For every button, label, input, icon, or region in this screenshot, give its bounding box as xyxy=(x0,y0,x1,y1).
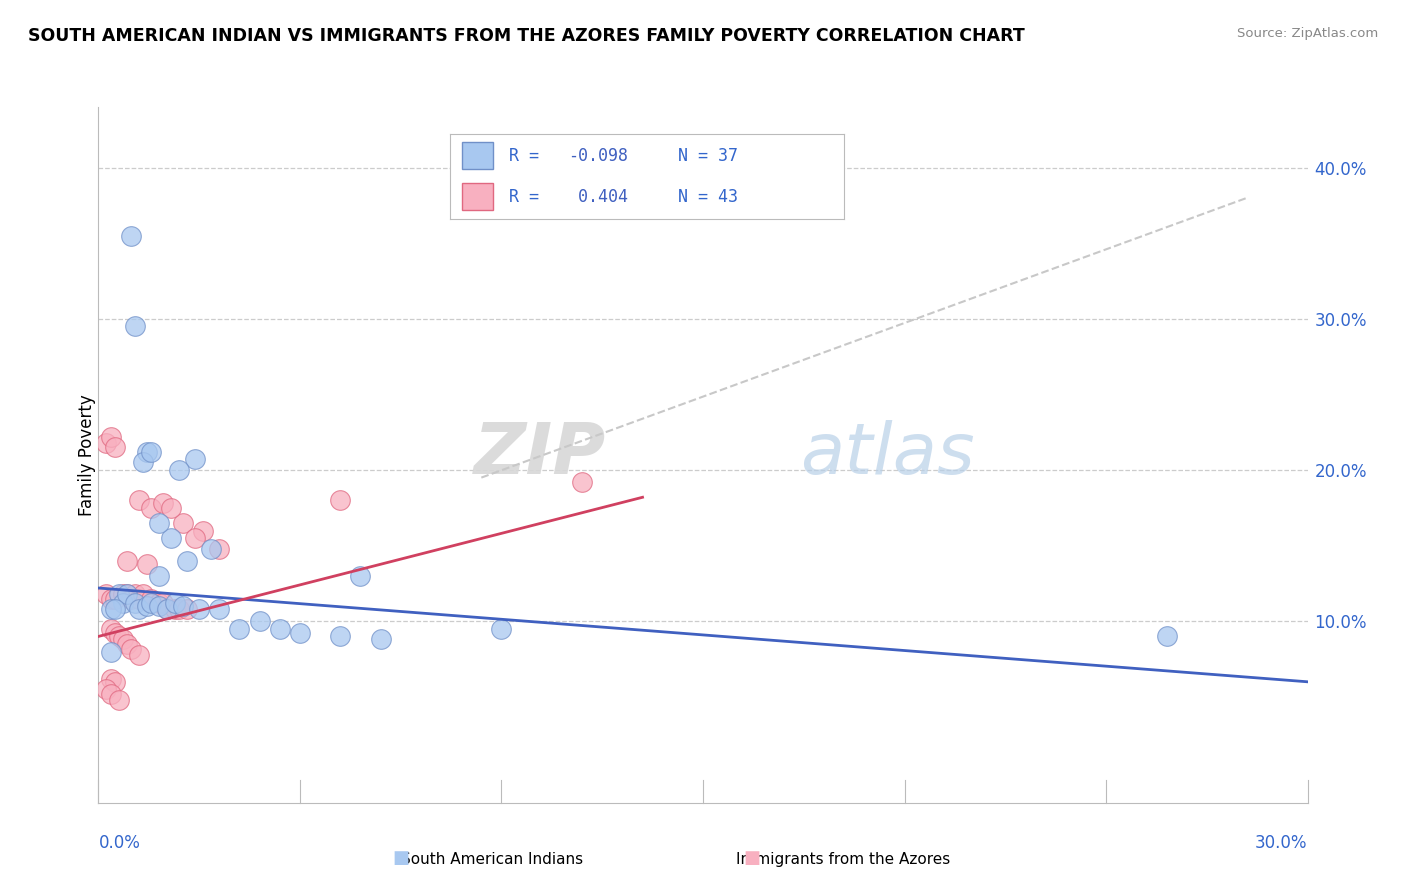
Point xyxy=(152,596,174,610)
Point xyxy=(115,587,138,601)
Text: 30.0%: 30.0% xyxy=(1256,834,1308,852)
Text: R =: R = xyxy=(509,147,548,165)
Point xyxy=(132,587,155,601)
Point xyxy=(115,587,138,601)
Text: Source: ZipAtlas.com: Source: ZipAtlas.com xyxy=(1237,27,1378,40)
Point xyxy=(100,687,122,701)
Point xyxy=(100,430,122,444)
Text: ZIP: ZIP xyxy=(474,420,606,490)
Text: R =: R = xyxy=(509,187,548,205)
Point xyxy=(172,516,194,530)
Point xyxy=(115,637,138,651)
FancyBboxPatch shape xyxy=(461,143,494,169)
Text: SOUTH AMERICAN INDIAN VS IMMIGRANTS FROM THE AZORES FAMILY POVERTY CORRELATION C: SOUTH AMERICAN INDIAN VS IMMIGRANTS FROM… xyxy=(28,27,1025,45)
Point xyxy=(491,622,513,636)
Point xyxy=(176,554,198,568)
Point xyxy=(103,591,125,606)
Point xyxy=(100,591,122,606)
Point xyxy=(1156,629,1178,643)
Point xyxy=(124,596,146,610)
Text: 0.404: 0.404 xyxy=(568,187,628,205)
Point xyxy=(120,591,142,606)
Point xyxy=(128,648,150,662)
Point xyxy=(188,602,211,616)
Point xyxy=(111,587,134,601)
Y-axis label: Family Poverty: Family Poverty xyxy=(79,394,96,516)
Point xyxy=(100,622,122,636)
Point xyxy=(184,452,207,467)
Point xyxy=(269,622,291,636)
Point xyxy=(139,500,162,515)
Point xyxy=(148,516,170,530)
Point xyxy=(100,672,122,686)
Point xyxy=(103,674,125,689)
Point xyxy=(200,541,222,556)
Point xyxy=(160,531,183,545)
Point xyxy=(128,591,150,606)
Point xyxy=(103,626,125,640)
Point xyxy=(193,524,215,538)
Point xyxy=(249,615,271,629)
Point xyxy=(103,441,125,455)
FancyBboxPatch shape xyxy=(461,183,494,211)
Point xyxy=(370,632,392,647)
Text: -0.098: -0.098 xyxy=(568,147,628,165)
Point xyxy=(107,587,129,601)
Point xyxy=(156,602,179,616)
Point xyxy=(128,493,150,508)
Text: N = 43: N = 43 xyxy=(678,187,738,205)
Point xyxy=(152,496,174,510)
Point xyxy=(132,455,155,469)
Point xyxy=(329,629,352,643)
Point xyxy=(100,602,122,616)
Point xyxy=(103,602,125,616)
Point xyxy=(120,228,142,243)
Point xyxy=(128,602,150,616)
Text: ■: ■ xyxy=(744,849,761,867)
Text: Immigrants from the Azores: Immigrants from the Azores xyxy=(737,852,950,867)
Point xyxy=(288,626,311,640)
Point xyxy=(329,493,352,508)
Point xyxy=(135,599,157,614)
Point xyxy=(139,596,162,610)
Point xyxy=(111,632,134,647)
Point xyxy=(148,596,170,610)
Point xyxy=(135,557,157,571)
Text: South American Indians: South American Indians xyxy=(401,852,583,867)
Point xyxy=(172,599,194,614)
Point xyxy=(184,531,207,545)
Point xyxy=(100,644,122,658)
Point xyxy=(176,602,198,616)
Point xyxy=(148,569,170,583)
Point xyxy=(156,602,179,616)
Point xyxy=(107,693,129,707)
Point xyxy=(124,587,146,601)
Text: N = 37: N = 37 xyxy=(678,147,738,165)
Point xyxy=(124,319,146,334)
Point xyxy=(571,475,593,490)
Point xyxy=(228,622,250,636)
Point xyxy=(167,602,190,616)
Point xyxy=(96,587,118,601)
Point xyxy=(208,541,231,556)
Point xyxy=(163,602,186,616)
Point xyxy=(148,599,170,614)
Point xyxy=(107,629,129,643)
Text: ■: ■ xyxy=(392,849,409,867)
Point xyxy=(96,682,118,697)
Point xyxy=(349,569,371,583)
Point xyxy=(163,596,186,610)
Point xyxy=(139,591,162,606)
Point xyxy=(96,435,118,450)
Point xyxy=(115,554,138,568)
Point xyxy=(160,500,183,515)
Point xyxy=(120,641,142,656)
Text: atlas: atlas xyxy=(800,420,974,490)
Text: 0.0%: 0.0% xyxy=(98,834,141,852)
Point xyxy=(135,445,157,459)
Point xyxy=(208,602,231,616)
Point xyxy=(111,596,134,610)
Point xyxy=(167,463,190,477)
Point xyxy=(139,445,162,459)
